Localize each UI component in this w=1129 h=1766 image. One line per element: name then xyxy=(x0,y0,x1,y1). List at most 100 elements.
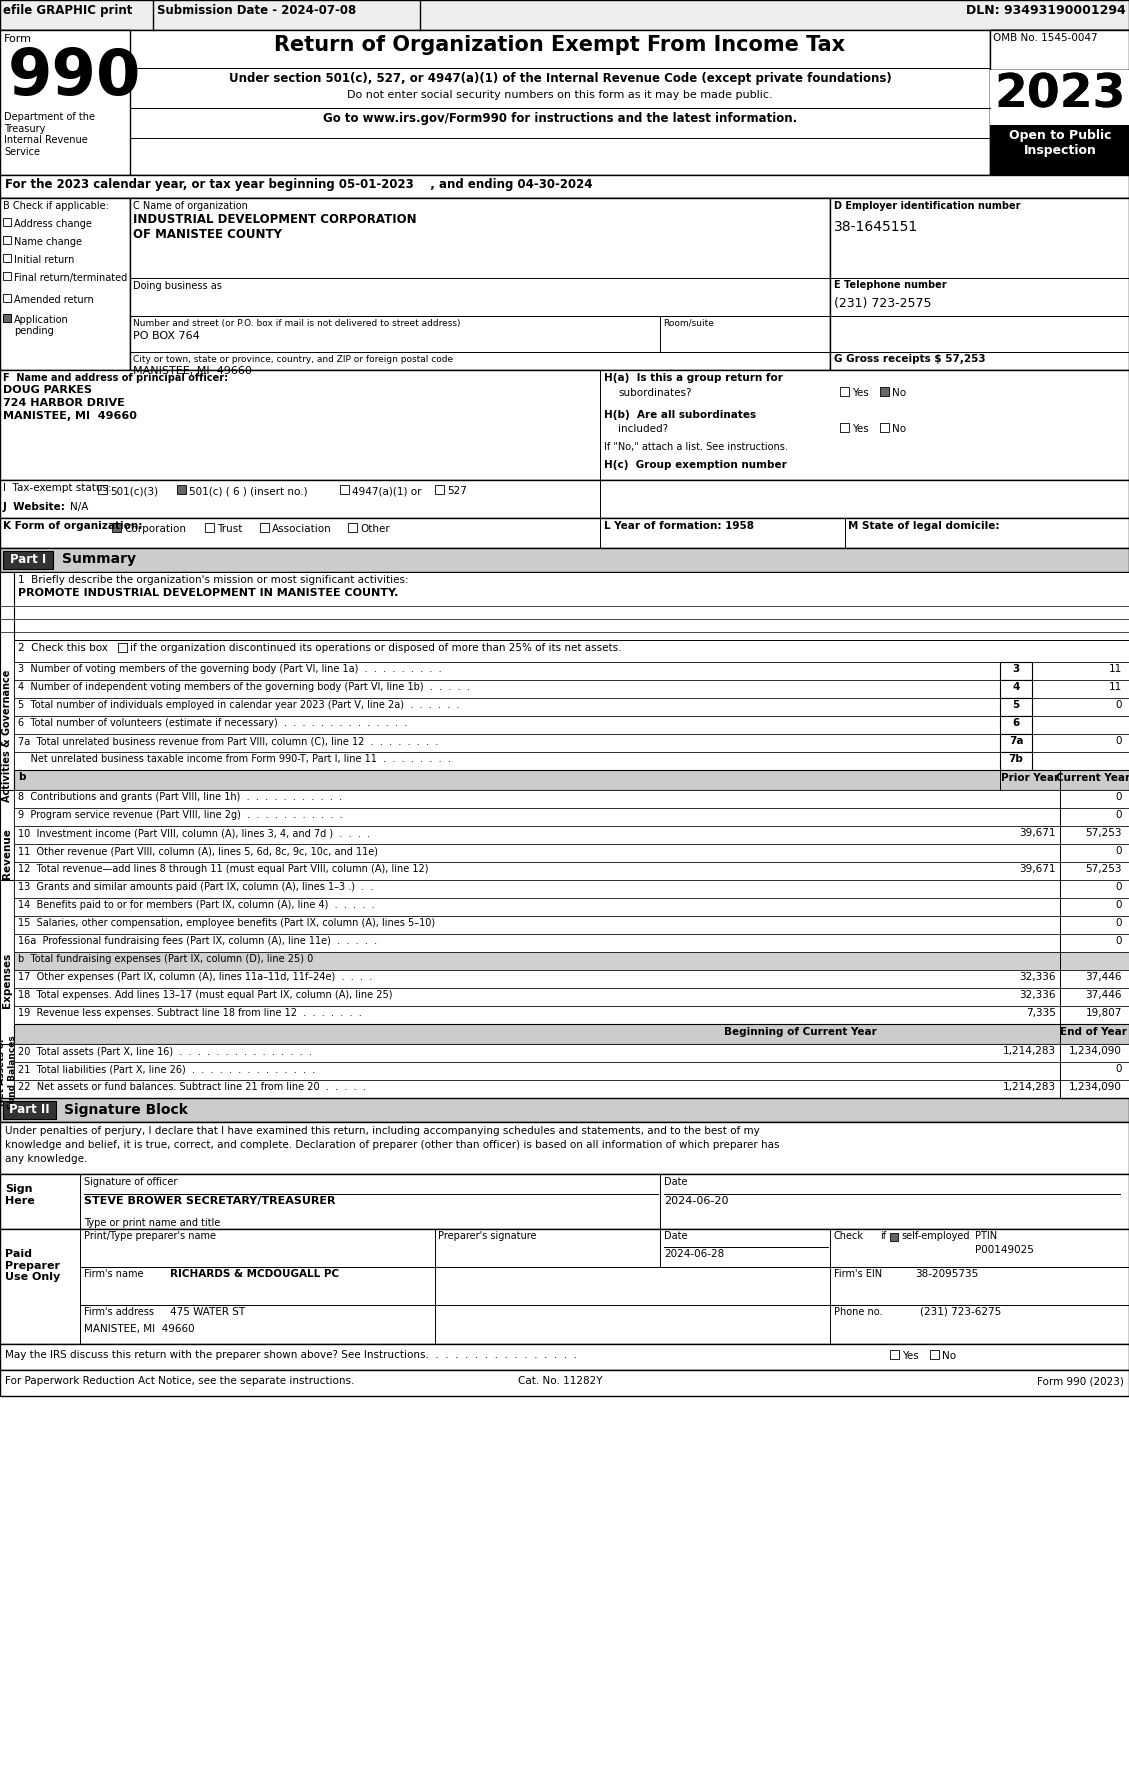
Text: OF MANISTEE COUNTY: OF MANISTEE COUNTY xyxy=(133,228,282,240)
Text: Print/Type preparer's name: Print/Type preparer's name xyxy=(84,1231,216,1241)
Bar xyxy=(3,217,11,226)
Bar xyxy=(14,934,1129,952)
Bar xyxy=(3,237,11,244)
Text: F  Name and address of principal officer:: F Name and address of principal officer: xyxy=(3,373,228,383)
Text: Paid
Preparer
Use Only: Paid Preparer Use Only xyxy=(5,1249,60,1282)
Text: 16a  Professional fundraising fees (Part IX, column (A), line 11e)  .  .  .  .  : 16a Professional fundraising fees (Part … xyxy=(18,936,377,947)
Text: C Name of organization: C Name of organization xyxy=(133,201,248,210)
Bar xyxy=(0,1174,1129,1229)
Bar xyxy=(14,735,1129,752)
Text: b: b xyxy=(18,772,26,782)
Text: 7a: 7a xyxy=(1008,736,1023,745)
Text: 11: 11 xyxy=(1109,682,1122,692)
Text: 22  Net assets or fund balances. Subtract line 21 from line 20  .  .  .  .  .: 22 Net assets or fund balances. Subtract… xyxy=(18,1083,366,1091)
Text: 39,671: 39,671 xyxy=(1019,864,1056,874)
Text: Check: Check xyxy=(834,1231,864,1241)
Text: 8  Contributions and grants (Part VIII, line 1h)  .  .  .  .  .  .  .  .  .  .  : 8 Contributions and grants (Part VIII, l… xyxy=(18,791,342,802)
Text: H(b)  Are all subordinates: H(b) Are all subordinates xyxy=(604,410,756,420)
Bar xyxy=(14,970,1129,987)
Text: For the 2023 calendar year, or tax year beginning 05-01-2023    , and ending 04-: For the 2023 calendar year, or tax year … xyxy=(5,178,593,191)
Bar xyxy=(0,517,1129,547)
Text: 38-2095735: 38-2095735 xyxy=(914,1270,978,1279)
Text: Part I: Part I xyxy=(10,553,46,565)
Text: Return of Organization Exempt From Income Tax: Return of Organization Exempt From Incom… xyxy=(274,35,846,55)
Text: 20  Total assets (Part X, line 16)  .  .  .  .  .  .  .  .  .  .  .  .  .  .  .: 20 Total assets (Part X, line 16) . . . … xyxy=(18,1045,312,1056)
Text: Cat. No. 11282Y: Cat. No. 11282Y xyxy=(518,1376,602,1386)
Text: self-employed: self-employed xyxy=(901,1231,970,1241)
Bar xyxy=(14,1061,1129,1081)
Text: 0: 0 xyxy=(1115,811,1122,819)
Text: 11: 11 xyxy=(1109,664,1122,675)
Text: 57,253: 57,253 xyxy=(1085,864,1122,874)
Bar xyxy=(3,1100,56,1120)
Text: 475 WATER ST: 475 WATER ST xyxy=(170,1307,245,1317)
Bar xyxy=(1000,698,1032,715)
Text: 7,335: 7,335 xyxy=(1026,1008,1056,1017)
Text: subordinates?: subordinates? xyxy=(618,389,691,397)
Text: Trust: Trust xyxy=(217,525,243,533)
Text: MANISTEE, MI  49660: MANISTEE, MI 49660 xyxy=(133,366,252,376)
Bar xyxy=(0,175,1129,198)
Text: 15  Salaries, other compensation, employee benefits (Part IX, column (A), lines : 15 Salaries, other compensation, employe… xyxy=(18,918,435,927)
Bar xyxy=(0,1229,1129,1344)
Text: STEVE BROWER SECRETARY/TREASURER: STEVE BROWER SECRETARY/TREASURER xyxy=(84,1196,335,1206)
Text: 1,214,283: 1,214,283 xyxy=(1003,1083,1056,1091)
Text: I  Tax-exempt status:: I Tax-exempt status: xyxy=(3,482,112,493)
Bar xyxy=(1000,680,1032,698)
Text: 7a  Total unrelated business revenue from Part VIII, column (C), line 12  .  .  : 7a Total unrelated business revenue from… xyxy=(18,736,438,745)
Text: No: No xyxy=(942,1351,956,1362)
Text: if: if xyxy=(879,1231,886,1241)
Text: 0: 0 xyxy=(1115,699,1122,710)
Text: 14  Benefits paid to or for members (Part IX, column (A), line 4)  .  .  .  .  .: 14 Benefits paid to or for members (Part… xyxy=(18,901,375,909)
Bar xyxy=(14,952,1129,970)
Text: Room/suite: Room/suite xyxy=(663,320,714,328)
Text: 19,807: 19,807 xyxy=(1086,1008,1122,1017)
Bar xyxy=(435,486,444,494)
Text: PROMOTE INDUSTRIAL DEVELOPMENT IN MANISTEE COUNTY.: PROMOTE INDUSTRIAL DEVELOPMENT IN MANIST… xyxy=(18,588,399,599)
Text: M State of legal domicile:: M State of legal domicile: xyxy=(848,521,999,532)
Bar xyxy=(0,1044,14,1102)
Bar xyxy=(1000,715,1032,735)
Text: pending: pending xyxy=(14,327,54,336)
Text: Revenue: Revenue xyxy=(2,828,12,879)
Bar xyxy=(0,1370,1129,1395)
Text: K Form of organization:: K Form of organization: xyxy=(3,521,142,532)
Text: 32,336: 32,336 xyxy=(1019,991,1056,1000)
Text: No: No xyxy=(892,424,907,434)
Text: 0: 0 xyxy=(1115,881,1122,892)
Text: Firm's EIN: Firm's EIN xyxy=(834,1270,882,1279)
Bar xyxy=(0,30,1129,175)
Text: 0: 0 xyxy=(1115,1063,1122,1074)
Text: Do not enter social security numbers on this form as it may be made public.: Do not enter social security numbers on … xyxy=(348,90,773,101)
Text: knowledge and belief, it is true, correct, and complete. Declaration of preparer: knowledge and belief, it is true, correc… xyxy=(5,1141,779,1150)
Bar xyxy=(0,572,1129,606)
Text: if the organization discontinued its operations or disposed of more than 25% of : if the organization discontinued its ope… xyxy=(130,643,621,653)
Text: 37,446: 37,446 xyxy=(1085,991,1122,1000)
Text: (231) 723-6275: (231) 723-6275 xyxy=(920,1307,1001,1317)
Text: 7b: 7b xyxy=(1008,754,1023,765)
Text: H(a)  Is this a group return for: H(a) Is this a group return for xyxy=(604,373,782,383)
Text: 527: 527 xyxy=(447,486,467,496)
Bar xyxy=(1000,662,1032,680)
Text: Preparer's signature: Preparer's signature xyxy=(438,1231,536,1241)
Text: OMB No. 1545-0047: OMB No. 1545-0047 xyxy=(994,34,1097,42)
Bar xyxy=(0,198,1129,371)
Bar xyxy=(0,606,1129,639)
Bar xyxy=(14,789,1129,809)
Text: Date: Date xyxy=(664,1176,688,1187)
Text: Other: Other xyxy=(360,525,390,533)
Text: Initial return: Initial return xyxy=(14,254,75,265)
Bar xyxy=(260,523,269,532)
Bar xyxy=(14,862,1129,879)
Text: Prior Year: Prior Year xyxy=(1001,774,1059,782)
Text: Activities & Governance: Activities & Governance xyxy=(2,669,12,802)
Bar xyxy=(879,387,889,396)
Text: 1  Briefly describe the organization's mission or most significant activities:: 1 Briefly describe the organization's mi… xyxy=(18,576,409,585)
Text: 13  Grants and similar amounts paid (Part IX, column (A), lines 1–3 .)  .  .: 13 Grants and similar amounts paid (Part… xyxy=(18,881,374,892)
Text: Go to www.irs.gov/Form990 for instructions and the latest information.: Go to www.irs.gov/Form990 for instructio… xyxy=(323,111,797,125)
Text: 2  Check this box: 2 Check this box xyxy=(18,643,111,653)
Bar xyxy=(0,371,1129,480)
Text: Number and street (or P.O. box if mail is not delivered to street address): Number and street (or P.O. box if mail i… xyxy=(133,320,461,328)
Bar xyxy=(3,293,11,302)
Text: If "No," attach a list. See instructions.: If "No," attach a list. See instructions… xyxy=(604,442,788,452)
